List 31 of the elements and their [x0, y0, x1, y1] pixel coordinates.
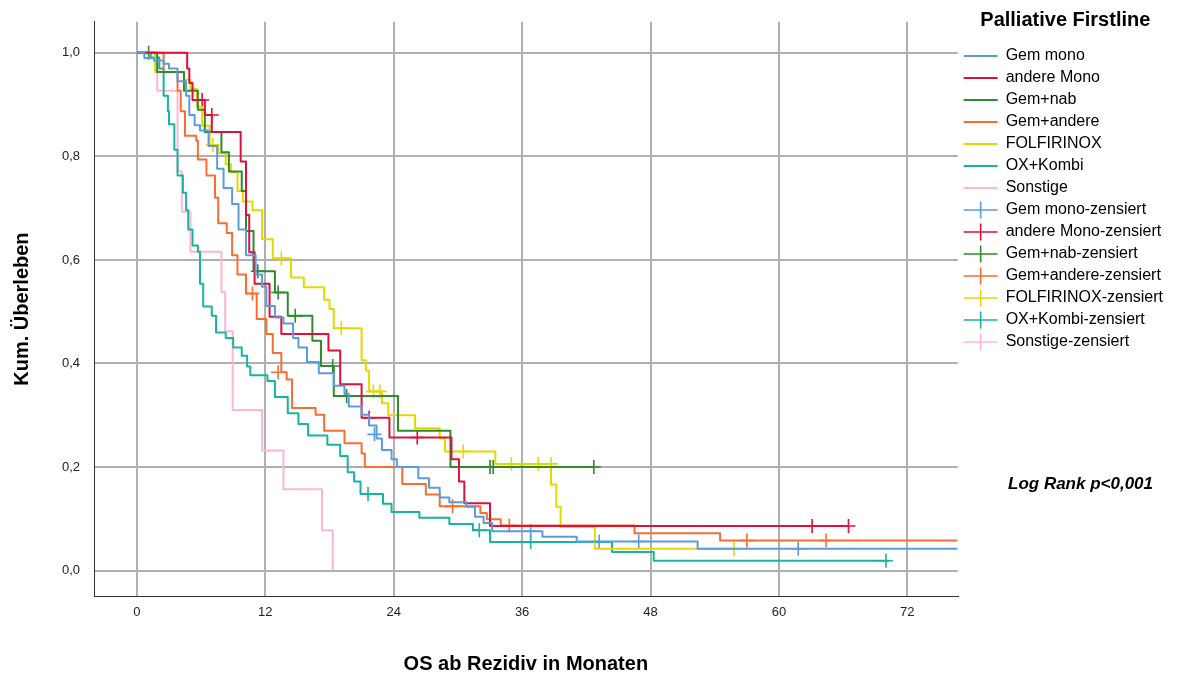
- legend-label: Gem+andere-zensiert: [1005, 266, 1162, 284]
- y-tick-label: 0,6: [61, 251, 81, 267]
- x-tick-label: 60: [771, 603, 787, 619]
- legend-label: andere Mono: [1005, 68, 1101, 86]
- legend-label: Gem+andere: [1005, 112, 1100, 130]
- x-tick-label: 36: [514, 603, 530, 619]
- legend-title: Palliative Firstline: [980, 7, 1151, 30]
- legend-label: Gem+nab-zensiert: [1005, 244, 1139, 262]
- y-tick-label: 0,2: [61, 458, 81, 474]
- y-axis-title: Kum. Überleben: [9, 232, 32, 386]
- x-axis-title: OS ab Rezidiv in Monaten: [403, 651, 649, 674]
- y-tick-label: 0,4: [61, 355, 81, 371]
- legend-label: Sonstige: [1005, 178, 1069, 196]
- legend-label: FOLFIRINOX-zensiert: [1005, 288, 1164, 306]
- x-tick-label: 48: [643, 603, 658, 619]
- legend-label: OX+Kombi: [1005, 156, 1084, 174]
- x-tick-label: 72: [900, 603, 915, 619]
- legend-label: FOLFIRINOX: [1005, 134, 1102, 152]
- x-tick-label: 12: [258, 603, 273, 619]
- y-tick-label: 1,0: [61, 44, 81, 60]
- legend-label: Gem mono: [1005, 46, 1085, 64]
- x-tick-label: 0: [133, 603, 141, 619]
- text: Log Rank p<0,001: [1008, 474, 1154, 494]
- legend-label: Gem mono-zensiert: [1005, 200, 1147, 218]
- y-tick-label: 0,0: [61, 562, 81, 578]
- legend-label: Gem+nab: [1005, 90, 1077, 108]
- legend-label: Sonstige-zensiert: [1005, 332, 1130, 350]
- legend-label: andere Mono-zensiert: [1005, 222, 1162, 240]
- y-tick-label: 0,8: [61, 147, 81, 163]
- x-tick-label: 24: [386, 603, 401, 619]
- legend-label: OX+Kombi-zensiert: [1005, 310, 1146, 328]
